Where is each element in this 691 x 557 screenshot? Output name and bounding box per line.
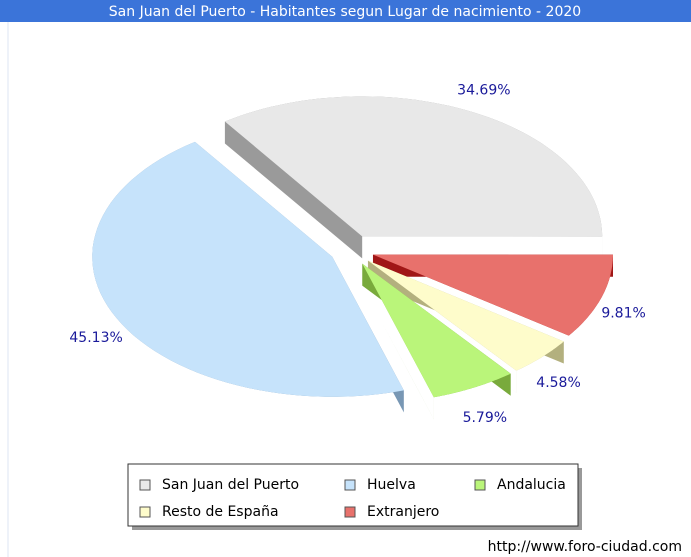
data-label: 5.79% [463,410,507,426]
legend-swatch [139,479,151,491]
title-bar [0,0,691,22]
slice [224,96,603,237]
data-label: 4.58% [536,375,580,391]
legend-label: Extranjero [367,504,439,520]
legend-swatch [474,479,486,491]
data-label: 34.69% [457,82,510,98]
legend-swatch [344,479,356,491]
legend-box [127,463,579,527]
legend-label: Andalucia [497,477,566,493]
legend-swatch [139,506,151,518]
data-label: 45.13% [69,330,122,346]
legend-label: Resto de España [162,504,279,520]
slice [372,254,613,336]
legend-swatch [344,506,356,518]
data-label: 9.81% [601,305,645,321]
slice [367,260,564,371]
source: http://www.foro-ciudad.com [488,539,682,555]
chart-title: San Juan del Puerto - Habitantes segun L… [109,4,581,20]
legend-label: Huelva [367,477,416,493]
slice [92,141,404,397]
legend-label: San Juan del Puerto [162,477,299,493]
slice [362,263,511,398]
